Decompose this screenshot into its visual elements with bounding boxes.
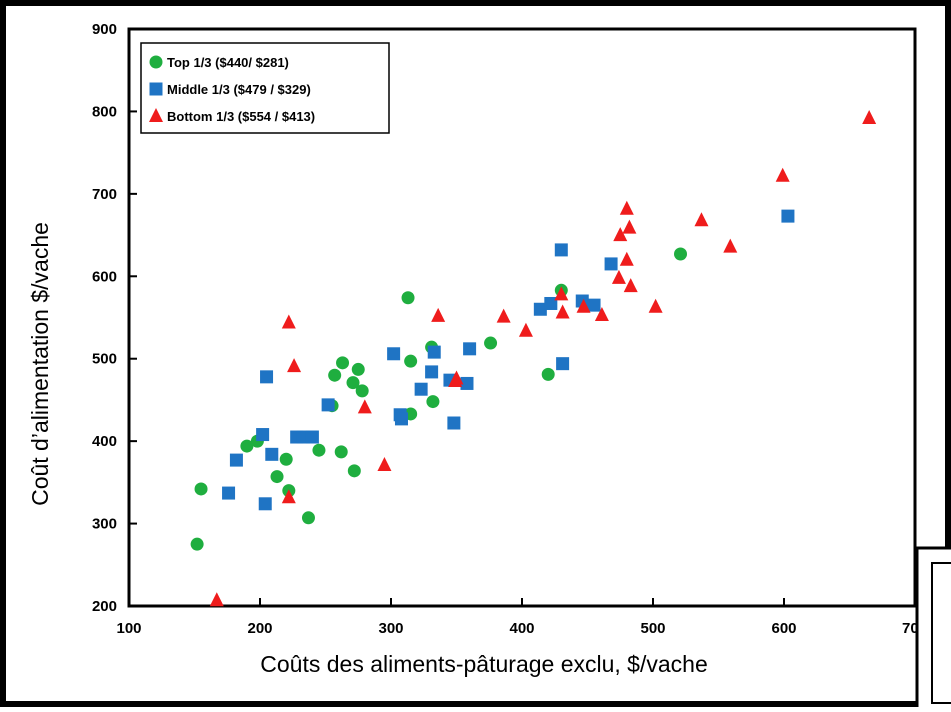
y-axis-title: Coût d’alimentation $/vache bbox=[27, 222, 53, 506]
bottom-third-point bbox=[862, 110, 877, 125]
x-tick-label: 600 bbox=[771, 620, 796, 637]
middle-third-point bbox=[587, 298, 601, 312]
top-third-point bbox=[334, 445, 348, 459]
y-tick-label: 600 bbox=[92, 268, 117, 285]
top-third-point bbox=[328, 368, 342, 382]
middle-third-point bbox=[394, 412, 408, 426]
middle-third-point bbox=[447, 416, 461, 430]
top-third-point bbox=[301, 511, 315, 525]
legend-marker-top-third bbox=[149, 55, 163, 69]
data-points bbox=[190, 110, 877, 607]
bottom-third-point bbox=[357, 399, 372, 414]
x-tick-label: 70 bbox=[902, 620, 919, 637]
middle-third-point bbox=[604, 257, 618, 271]
bottom-third-point bbox=[449, 370, 464, 385]
middle-third-point bbox=[425, 365, 439, 379]
top-third-point bbox=[336, 356, 350, 370]
top-third-point bbox=[355, 384, 369, 398]
x-tick-label: 200 bbox=[247, 620, 272, 637]
middle-third-point bbox=[463, 342, 477, 356]
legend-label-middle-third: Middle 1/3 ($479 / $329) bbox=[167, 82, 311, 97]
y-tick-label: 400 bbox=[92, 433, 117, 450]
middle-third-point bbox=[544, 296, 558, 310]
middle-third-point bbox=[305, 430, 319, 444]
legend: Top 1/3 ($440/ $281) Middle 1/3 ($479 / $… bbox=[140, 42, 390, 134]
y-tick-label: 300 bbox=[92, 516, 117, 533]
bottom-third-point bbox=[576, 298, 591, 313]
y-tick-label: 800 bbox=[92, 103, 117, 120]
y-tick-label: 900 bbox=[92, 21, 117, 38]
legend-marker-middle-third bbox=[149, 82, 163, 96]
top-third-point bbox=[346, 376, 360, 390]
bottom-third-point bbox=[431, 307, 446, 322]
middle-third-point bbox=[781, 209, 795, 223]
middle-third-point bbox=[533, 302, 547, 316]
bottom-third-point bbox=[613, 227, 628, 242]
top-third-point bbox=[190, 537, 204, 551]
top-third-point bbox=[312, 443, 326, 457]
bottom-third-point bbox=[648, 298, 663, 313]
x-tick-label: 400 bbox=[509, 620, 534, 637]
x-axis-ticks: 100 200 300 400 500 600 70 bbox=[116, 598, 919, 637]
bottom-third-point bbox=[622, 219, 637, 234]
middle-third-point bbox=[554, 243, 568, 257]
legend-label-bottom-third: Bottom 1/3 ($554 / $413) bbox=[167, 109, 315, 124]
top-third-point bbox=[541, 367, 555, 381]
top-third-point bbox=[674, 247, 688, 261]
legend-label-top-third: Top 1/3 ($440/ $281) bbox=[167, 55, 289, 70]
x-tick-label: 100 bbox=[116, 620, 141, 637]
top-third-point bbox=[194, 482, 208, 496]
bottom-third-point bbox=[555, 304, 570, 319]
middle-third-point bbox=[427, 345, 441, 359]
bottom-third-point bbox=[723, 238, 738, 253]
x-tick-label: 300 bbox=[378, 620, 403, 637]
bottom-third-point bbox=[623, 278, 638, 293]
bottom-third-point bbox=[496, 308, 511, 323]
middle-third-point bbox=[460, 376, 474, 390]
middle-third-point bbox=[229, 453, 243, 467]
top-third-point bbox=[484, 336, 498, 350]
top-third-point bbox=[404, 354, 418, 368]
bottom-third-point bbox=[619, 200, 634, 215]
bottom-third-point bbox=[281, 489, 296, 504]
bottom-third-point bbox=[377, 457, 392, 472]
middle-third-point bbox=[222, 486, 236, 500]
middle-third-point bbox=[260, 370, 274, 384]
bottom-third-point bbox=[281, 314, 296, 329]
top-third-point bbox=[401, 291, 415, 305]
y-axis-ticks: 200 300 400 500 600 700 800 900 bbox=[92, 21, 137, 615]
top-third-point bbox=[351, 362, 365, 376]
bottom-third-point bbox=[554, 286, 569, 301]
top-third-point bbox=[347, 464, 361, 478]
middle-third-point bbox=[414, 382, 428, 396]
x-tick-label: 500 bbox=[640, 620, 665, 637]
bottom-third-point bbox=[775, 167, 790, 182]
middle-third-point bbox=[321, 398, 335, 412]
x-axis-title: Coûts des aliments-pâturage exclu, $/vac… bbox=[260, 651, 707, 677]
bottom-third-point bbox=[209, 592, 224, 607]
bottom-third-point bbox=[518, 322, 533, 337]
middle-third-point bbox=[387, 347, 401, 361]
legend-box bbox=[140, 42, 390, 134]
bottom-third-point bbox=[611, 269, 626, 284]
bottom-third-point bbox=[594, 307, 609, 322]
y-tick-label: 200 bbox=[92, 598, 117, 615]
middle-third-point bbox=[258, 497, 272, 511]
overlapping-textbox-inner bbox=[931, 562, 951, 704]
middle-third-point bbox=[256, 428, 270, 442]
legend-marker-bottom-third bbox=[149, 108, 163, 122]
middle-third-point bbox=[265, 447, 279, 461]
top-third-point bbox=[240, 439, 254, 453]
top-third-point bbox=[426, 395, 440, 409]
bottom-third-point bbox=[694, 212, 709, 227]
top-third-point bbox=[279, 452, 293, 466]
y-tick-label: 700 bbox=[92, 186, 117, 203]
middle-third-point bbox=[556, 357, 570, 371]
bottom-third-point bbox=[287, 358, 302, 373]
y-tick-label: 500 bbox=[92, 351, 117, 368]
top-third-point bbox=[270, 470, 284, 484]
bottom-third-point bbox=[619, 251, 634, 266]
